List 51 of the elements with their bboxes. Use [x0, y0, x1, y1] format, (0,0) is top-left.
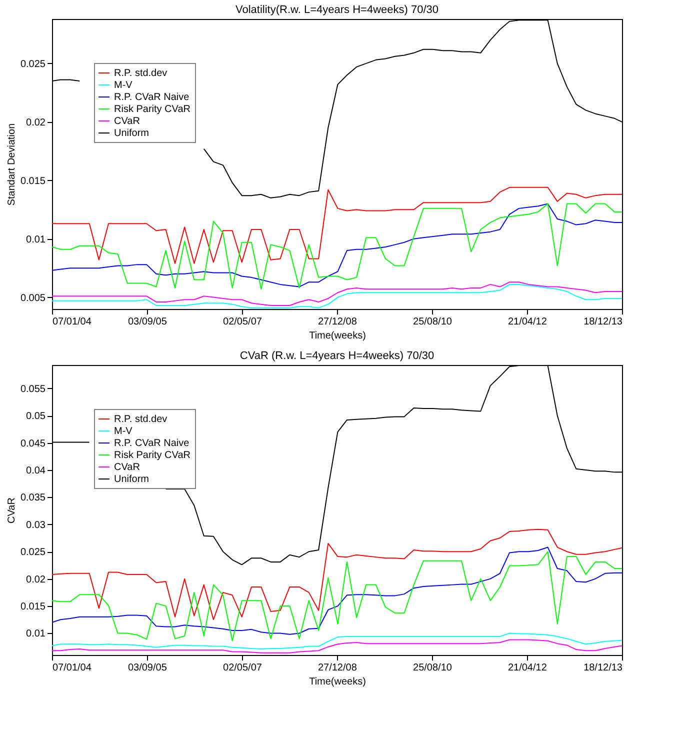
x-tick-label: 21/04/12: [508, 662, 548, 674]
line-series: [52, 528, 622, 620]
x-tick-label: 25/08/10: [413, 662, 452, 674]
legend-label: R.P. std.dev: [114, 414, 168, 425]
y-tick-label: 0.02: [26, 117, 46, 128]
legend-label: R.P. CVaR Naive: [114, 92, 190, 103]
y-tick-label: 0.01: [26, 628, 46, 640]
x-tick-label: 18/12/13: [584, 662, 623, 674]
legend-label: Risk Parity CVaR: [114, 450, 190, 461]
x-tick-label: 07/01/04: [52, 662, 92, 674]
legend-label: Uniform: [114, 474, 150, 485]
chart-title: CVaR (R.w. L=4years H=4weeks) 70/30: [240, 350, 434, 362]
x-tick-label: 02/05/07: [223, 662, 262, 674]
y-tick-label: 0.005: [20, 292, 46, 304]
y-tick-label: 0.015: [20, 176, 46, 187]
x-tick-label: 18/12/13: [584, 316, 623, 328]
legend-label: M-V: [114, 426, 133, 437]
y-tick-label: 0.04: [26, 466, 46, 477]
x-tick-label: 21/04/12: [508, 316, 548, 328]
y-tick-label: 0.015: [20, 602, 46, 613]
y-tick-label: 0.025: [20, 547, 46, 558]
y-tick-label: 0.035: [20, 492, 46, 504]
chart-title: Volatility(R.w. L=4years H=4weeks) 70/30: [236, 4, 438, 16]
y-tick-label: 0.01: [26, 234, 46, 246]
x-tick-label: 25/08/10: [413, 316, 452, 328]
x-axis-title: Time(weeks): [309, 330, 366, 342]
y-tick-label: 0.05: [26, 411, 46, 422]
x-tick-label: 03/09/05: [128, 662, 168, 674]
legend-label: CVaR: [114, 462, 140, 473]
legend-label: R.P. std.dev: [114, 68, 168, 79]
y-axis-title: CVaR: [6, 498, 18, 524]
y-tick-label: 0.02: [26, 574, 46, 586]
line-series: [52, 186, 622, 264]
legend-label: CVaR: [114, 116, 140, 127]
x-tick-label: 03/09/05: [128, 316, 168, 328]
x-tick-label: 02/05/07: [223, 316, 262, 328]
x-tick-label: 07/01/04: [52, 316, 92, 328]
x-tick-label: 27/12/08: [318, 662, 358, 674]
y-tick-label: 0.03: [26, 520, 46, 531]
y-tick-label: 0.025: [20, 58, 46, 70]
legend-label: Risk Parity CVaR: [114, 104, 190, 115]
line-series: [52, 632, 622, 650]
legend-label: Uniform: [114, 128, 150, 139]
legend-label: M-V: [114, 80, 133, 91]
y-tick-label: 0.045: [20, 438, 46, 450]
x-tick-label: 27/12/08: [318, 316, 358, 328]
legend-label: R.P. CVaR Naive: [114, 438, 190, 449]
x-axis-title: Time(weeks): [309, 676, 366, 688]
line-series: [52, 639, 622, 654]
y-tick-label: 0.055: [20, 384, 46, 395]
y-axis-title: Standart Deviation: [6, 123, 18, 206]
